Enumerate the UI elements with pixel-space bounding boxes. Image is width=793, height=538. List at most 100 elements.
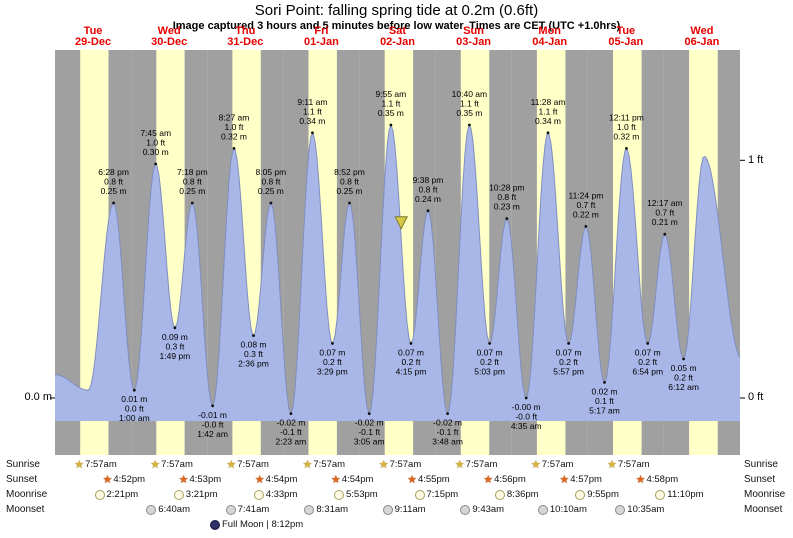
moonset-moon-icon	[304, 504, 315, 515]
tide-low-label: 0.02 m	[592, 386, 618, 396]
moonset-moon-icon	[460, 504, 471, 515]
sunset-time: 4:55pm	[417, 474, 450, 485]
tide-high-label: 0.8 ft	[340, 177, 360, 187]
sunrise-star-icon: ★	[378, 458, 389, 471]
moonset-entry: 10:10am	[537, 504, 587, 515]
y-axis-right-one-ft: 1 ft	[748, 154, 764, 166]
tide-high-label: 0.30 m	[143, 147, 169, 157]
tide-low-label: 6:12 am	[668, 382, 699, 392]
tide-low-label: 0.3 ft	[244, 349, 264, 359]
y-axis-right-zero-ft: 0 ft	[748, 391, 764, 403]
sunset-star-icon: ★	[330, 473, 341, 486]
tide-point-dot	[289, 412, 293, 415]
moonrise-row-label-right: Moonrise	[744, 489, 786, 500]
sunset-star-icon: ★	[635, 473, 646, 486]
moonrise-entry: 9:55pm	[575, 489, 619, 500]
tide-high-label: 9:11 am	[297, 97, 327, 107]
moonset-entry: 6:40am	[146, 504, 190, 515]
moonrise-moon-icon	[173, 489, 184, 500]
tide-low-label: 1:00 am	[119, 413, 150, 423]
tide-low-label: -0.1 ft	[358, 427, 380, 437]
tide-low-label: 5:17 am	[589, 405, 620, 415]
tide-point-dot	[446, 412, 449, 415]
moonrise-time: 5:53pm	[346, 489, 378, 500]
sunset-row-label-right: Sunset	[744, 474, 776, 485]
tide-point-dot	[173, 326, 177, 330]
sunset-time: 4:54pm	[341, 474, 374, 485]
sunset-time: 4:57pm	[570, 474, 602, 485]
moonset-moon-icon	[615, 504, 626, 515]
sunset-star-icon: ★	[102, 473, 113, 486]
tide-point-dot	[505, 217, 509, 221]
moonrise-moon-icon	[575, 489, 586, 500]
tide-low-label: 3:48 am	[432, 437, 463, 447]
day-label: Wed 30-Dec	[151, 25, 188, 48]
tide-low-label: -0.0 ft	[515, 412, 537, 422]
tide-high-label: 0.7 ft	[655, 208, 675, 218]
sunrise-time: 7:57am	[313, 459, 346, 470]
moonset-moon-icon	[225, 504, 236, 515]
day-label: Tue 29-Dec	[75, 25, 112, 48]
sunrise-time: 7:57am	[465, 459, 498, 470]
sunrise-time: 7:57am	[389, 459, 422, 470]
moonrise-time: 3:21pm	[185, 489, 218, 500]
tide-point-dot	[584, 225, 588, 228]
sunset-entry: ★ 4:54pm	[255, 474, 298, 485]
sunset-time: 4:54pm	[265, 474, 298, 485]
tide-point-dot	[367, 412, 371, 415]
moonset-row-label-left: Moonset	[6, 504, 45, 515]
tide-high-label: 7:18 pm	[177, 167, 208, 177]
tide-point-dot	[132, 388, 136, 392]
moonrise-entry: 7:15pm	[414, 489, 458, 500]
tide-point-dot	[426, 209, 430, 213]
sunrise-time: 7:57am	[541, 459, 574, 470]
sunset-star-icon: ★	[407, 473, 417, 486]
sunset-entry: ★ 4:58pm	[636, 474, 679, 485]
moonrise-time: 2:21pm	[106, 489, 139, 500]
tide-low-label: 0.0 ft	[125, 404, 145, 414]
moonrise-entry: 8:36pm	[494, 489, 539, 500]
sunset-row-label-left: Sunset	[6, 474, 38, 485]
sunrise-star-icon: ★	[454, 458, 465, 471]
tide-high-label: 0.35 m	[456, 108, 482, 118]
moonset-entry: 8:31am	[304, 504, 348, 515]
tide-low-label: -0.00 m	[512, 402, 541, 412]
moonrise-entry: 4:33pm	[253, 489, 297, 500]
tide-point-dot	[331, 342, 334, 345]
tide-point-dot	[232, 147, 236, 150]
tide-high-label: 1.0 ft	[146, 138, 166, 148]
tide-high-label: 10:40 am	[452, 89, 487, 99]
sunset-star-icon: ★	[178, 473, 189, 486]
tide-low-label: 0.07 m	[556, 347, 582, 357]
tide-point-dot	[468, 123, 471, 127]
page-title: Sori Point: falling spring tide at 0.2m …	[254, 2, 539, 19]
tide-high-label: 11:24 pm	[568, 190, 603, 200]
tide-low-label: 4:15 pm	[396, 366, 427, 376]
tide-high-label: 0.8 ft	[419, 184, 439, 194]
sunrise-row-label-right: Sunrise	[744, 459, 778, 470]
sunrise-entry: ★ 7:57am	[150, 459, 193, 470]
sunset-entry: ★ 4:56pm	[483, 474, 526, 485]
sunrise-star-icon: ★	[302, 458, 313, 471]
moonset-time: 6:40am	[158, 504, 190, 515]
tide-low-label: -0.1 ft	[437, 427, 459, 437]
sunrise-time: 7:57am	[617, 459, 650, 470]
sunset-star-icon: ★	[483, 473, 494, 486]
tide-high-label: 0.25 m	[337, 186, 363, 196]
current-time-marker	[394, 216, 409, 230]
moonset-moon-icon	[382, 504, 393, 515]
tide-high-label: 0.25 m	[258, 186, 284, 196]
sunset-time: 4:56pm	[494, 474, 526, 485]
tide-high-label: 10:28 pm	[489, 183, 524, 193]
sunset-entry: ★ 4:53pm	[179, 474, 222, 485]
tide-low-label: 0.2 ft	[480, 357, 500, 367]
tide-low-label: 1:49 pm	[160, 351, 191, 361]
sunrise-star-icon: ★	[530, 458, 541, 471]
full-moon-text: Full Moon | 8:12pm	[222, 519, 304, 530]
day-label: Sat 02-Jan	[380, 25, 415, 48]
tide-high-label: 1.0 ft	[617, 122, 637, 132]
tide-low-label: 0.2 ft	[638, 357, 658, 367]
sunrise-entry: ★ 7:57am	[303, 459, 346, 470]
capture-note: Image captured 3 hours and 5 minutes bef…	[172, 20, 621, 32]
